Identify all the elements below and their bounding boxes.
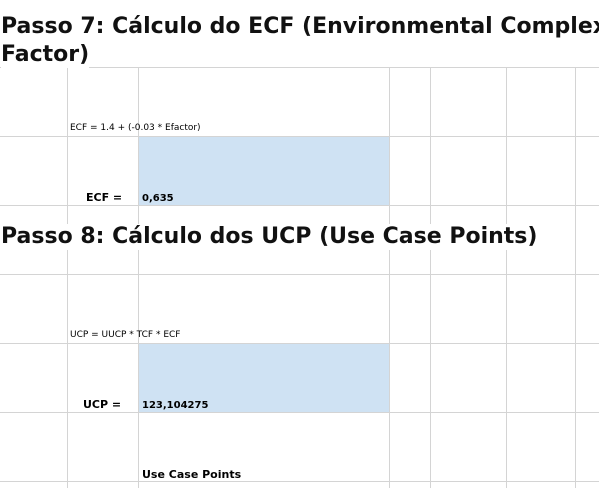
step7-title-line1: Passo 7: Cálculo do ECF (Environmental C… [1,14,599,40]
ecf-label[interactable]: ECF = [86,191,123,204]
ucp-label[interactable]: UCP = [83,398,122,411]
column-line [138,67,139,488]
ucp-formula[interactable]: UCP = UUCP * TCF * ECF [70,330,181,340]
column-line [506,67,507,488]
row-line [0,136,599,137]
column-line [430,67,431,488]
row-line [0,205,599,206]
ecf-value: 0,635 [142,193,174,204]
row-line [0,67,599,68]
step7-title-line2: Factor) [1,42,90,68]
ucp-value: 123,104275 [142,400,209,411]
row-line [0,412,599,413]
ucp-value-cell[interactable] [139,344,389,412]
use-case-points-caption[interactable]: Use Case Points [142,468,242,481]
ecf-value-cell[interactable] [139,137,389,205]
ecf-formula[interactable]: ECF = 1.4 + (-0.03 * Efactor) [70,123,201,133]
column-line [389,67,390,488]
row-line [0,274,599,275]
row-line [0,481,599,482]
column-line [575,67,576,488]
step8-title: Passo 8: Cálculo dos UCP (Use Case Point… [1,224,538,250]
row-line [0,343,599,344]
column-line [67,67,68,488]
